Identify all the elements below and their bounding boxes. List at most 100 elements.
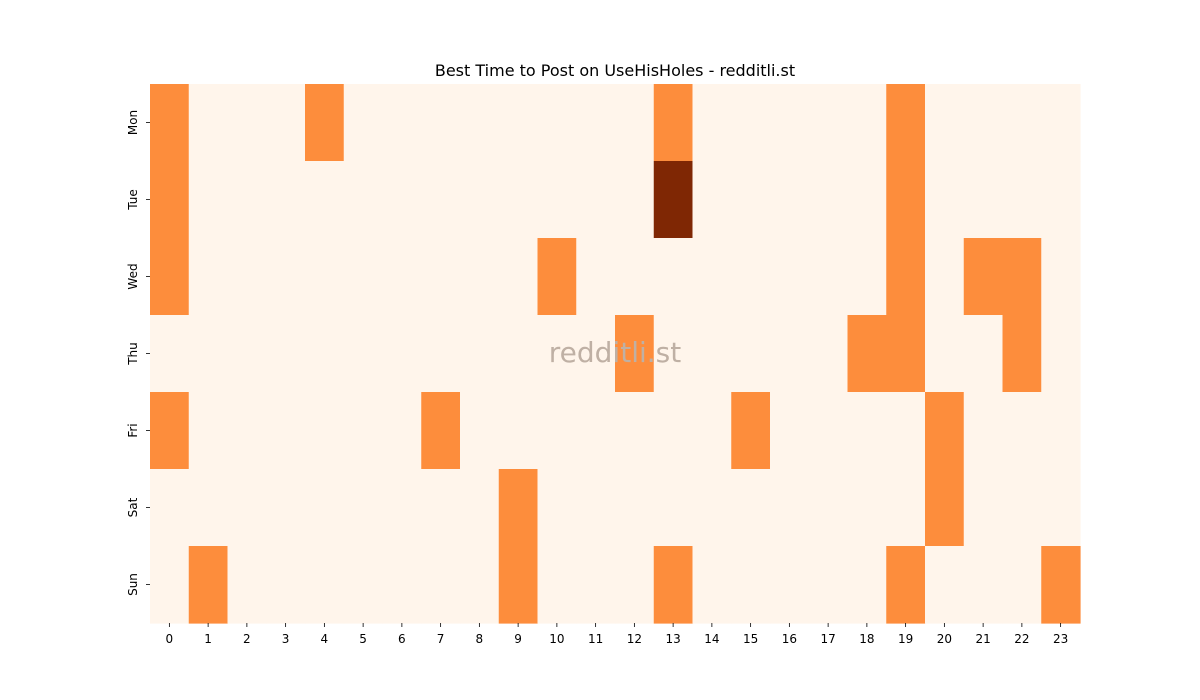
heatmap-cell-Thu-16 (770, 315, 810, 393)
heatmap-cell-Fri-22 (1002, 392, 1042, 470)
watermark: redditli.st (549, 336, 681, 369)
heatmap-cell-Mon-14 (692, 84, 732, 162)
heatmap-cell-Sun-14 (692, 546, 732, 624)
heatmap-cell-Mon-8 (460, 84, 500, 162)
heatmap-cell-Wed-18 (847, 238, 887, 316)
x-tick-label: 16 (782, 632, 797, 646)
heatmap-cell-Thu-22 (1002, 315, 1042, 393)
heatmap-cell-Wed-5 (343, 238, 384, 316)
heatmap-cell-Sat-1 (188, 469, 229, 547)
heatmap-cell-Mon-22 (1002, 84, 1042, 162)
heatmap-cell-Sun-3 (266, 546, 306, 624)
heatmap-cell-Thu-10 (537, 315, 577, 393)
heatmap-cell-Wed-1 (188, 238, 229, 316)
heatmap-cell-Fri-11 (576, 392, 616, 470)
heatmap-cell-Sat-9 (498, 469, 539, 547)
heatmap-cell-Tue-19 (886, 161, 926, 239)
heatmap-cell-Sun-8 (460, 546, 500, 624)
heatmap-cell-Sat-10 (537, 469, 577, 547)
heatmap-cell-Fri-6 (382, 392, 422, 470)
heatmap-cell-Wed-2 (227, 238, 267, 316)
heatmap-cell-Sat-21 (963, 469, 1004, 547)
x-tick-label: 19 (898, 632, 913, 646)
x-tick-label: 10 (549, 632, 564, 646)
heatmap-cell-Sat-23 (1041, 469, 1081, 547)
heatmap-cell-Wed-21 (963, 238, 1004, 316)
heatmap-cell-Thu-15 (731, 315, 771, 393)
heatmap-cell-Sun-1 (188, 546, 229, 624)
heatmap-cell-Fri-21 (963, 392, 1004, 470)
heatmap-cell-Fri-0 (150, 392, 190, 470)
heatmap-cell-Sat-7 (421, 469, 461, 547)
heatmap-cell-Fri-12 (615, 392, 655, 470)
heatmap-cell-Sun-13 (653, 546, 694, 624)
heatmap-cell-Sat-17 (808, 469, 849, 547)
heatmap-cell-Thu-2 (227, 315, 267, 393)
heatmap-cell-Tue-1 (188, 161, 229, 239)
heatmap-cell-Thu-20 (925, 315, 965, 393)
heatmap-cell-Thu-0 (150, 315, 190, 393)
y-tick-label: Fri (126, 423, 140, 437)
heatmap-cell-Sun-6 (382, 546, 422, 624)
heatmap-cell-Tue-10 (537, 161, 577, 239)
heatmap-cell-Tue-18 (847, 161, 887, 239)
heatmap-cell-Mon-3 (266, 84, 306, 162)
heatmap-cell-Tue-12 (615, 161, 655, 239)
heatmap-cell-Wed-3 (266, 238, 306, 316)
y-tick-label: Wed (126, 263, 140, 289)
heatmap-cell-Sat-4 (305, 469, 345, 547)
heatmap-cell-Tue-22 (1002, 161, 1042, 239)
heatmap-cell-Wed-8 (460, 238, 500, 316)
heatmap-cells (150, 84, 1081, 624)
heatmap-cell-Sat-16 (770, 469, 810, 547)
heatmap-cell-Fri-4 (305, 392, 345, 470)
x-tick-label: 17 (820, 632, 835, 646)
heatmap-cell-Fri-18 (847, 392, 887, 470)
heatmap-cell-Sun-23 (1041, 546, 1081, 624)
heatmap-cell-Sat-12 (615, 469, 655, 547)
y-tick-label: Tue (126, 189, 140, 211)
heatmap-cell-Fri-13 (653, 392, 694, 470)
heatmap-cell-Sun-21 (963, 546, 1004, 624)
heatmap-cell-Fri-10 (537, 392, 577, 470)
heatmap-cell-Thu-4 (305, 315, 345, 393)
heatmap-cell-Mon-11 (576, 84, 616, 162)
heatmap-cell-Fri-23 (1041, 392, 1081, 470)
heatmap-cell-Sat-19 (886, 469, 926, 547)
heatmap-cell-Sun-15 (731, 546, 771, 624)
heatmap-cell-Tue-23 (1041, 161, 1081, 239)
heatmap-cell-Tue-21 (963, 161, 1004, 239)
x-tick-label: 4 (321, 632, 329, 646)
x-tick-label: 6 (398, 632, 406, 646)
heatmap-cell-Fri-9 (498, 392, 539, 470)
heatmap-cell-Wed-16 (770, 238, 810, 316)
heatmap-cell-Mon-2 (227, 84, 267, 162)
heatmap-cell-Sun-11 (576, 546, 616, 624)
heatmap-cell-Wed-19 (886, 238, 926, 316)
heatmap-cell-Wed-0 (150, 238, 190, 316)
heatmap-cell-Mon-21 (963, 84, 1004, 162)
heatmap-cell-Thu-7 (421, 315, 461, 393)
heatmap-cell-Mon-9 (498, 84, 539, 162)
heatmap-cell-Thu-5 (343, 315, 384, 393)
heatmap-cell-Wed-7 (421, 238, 461, 316)
heatmap-cell-Fri-5 (343, 392, 384, 470)
heatmap-cell-Sun-20 (925, 546, 965, 624)
heatmap-cell-Mon-5 (343, 84, 384, 162)
heatmap-cell-Mon-13 (653, 84, 694, 162)
heatmap-cell-Sun-2 (227, 546, 267, 624)
heatmap-cell-Mon-1 (188, 84, 229, 162)
y-axis: Mon Tue Wed Thu Fri Sat Sun (126, 110, 150, 596)
heatmap-cell-Tue-14 (692, 161, 732, 239)
heatmap-cell-Sun-0 (150, 546, 190, 624)
y-tick-label: Sat (126, 497, 140, 517)
chart-title: Best Time to Post on UseHisHoles - reddi… (435, 61, 795, 80)
x-tick-label: 3 (282, 632, 290, 646)
heatmap-cell-Wed-9 (498, 238, 539, 316)
heatmap-cell-Fri-8 (460, 392, 500, 470)
heatmap-cell-Wed-23 (1041, 238, 1081, 316)
heatmap-cell-Thu-9 (498, 315, 539, 393)
heatmap-cell-Tue-13 (653, 161, 694, 239)
heatmap-cell-Sat-20 (925, 469, 965, 547)
heatmap-cell-Mon-7 (421, 84, 461, 162)
